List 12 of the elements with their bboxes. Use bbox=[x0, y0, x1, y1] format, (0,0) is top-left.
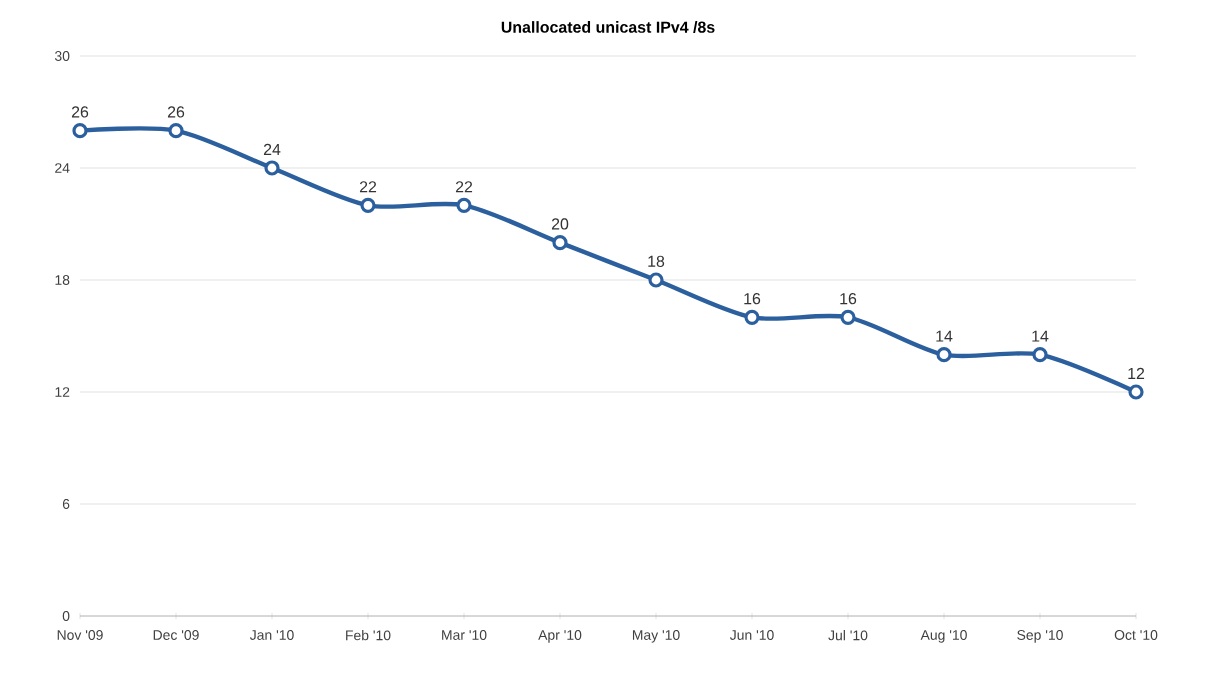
point bbox=[552, 235, 568, 251]
point bbox=[1128, 384, 1144, 400]
point bbox=[72, 123, 88, 139]
point bbox=[264, 160, 280, 176]
point bbox=[456, 197, 472, 213]
point bbox=[648, 272, 664, 288]
point bbox=[360, 197, 376, 213]
point bbox=[744, 309, 760, 325]
point bbox=[1032, 347, 1048, 363]
point bbox=[168, 123, 184, 139]
point bbox=[840, 309, 856, 325]
point bbox=[936, 347, 952, 363]
